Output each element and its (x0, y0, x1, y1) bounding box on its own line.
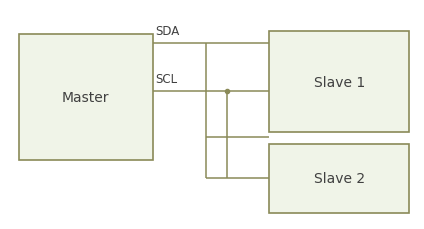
Text: Slave 1: Slave 1 (314, 76, 365, 89)
Text: Slave 2: Slave 2 (314, 172, 365, 185)
Text: SCL: SCL (155, 73, 177, 86)
FancyBboxPatch shape (269, 32, 409, 133)
FancyBboxPatch shape (269, 144, 409, 213)
Text: Master: Master (62, 90, 110, 104)
Text: SDA: SDA (155, 25, 179, 38)
FancyBboxPatch shape (19, 34, 153, 160)
